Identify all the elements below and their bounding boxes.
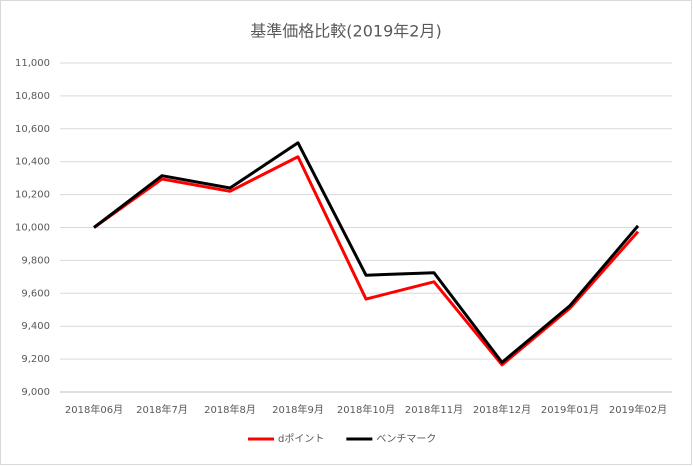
x-tick-label: 2018年11月 — [405, 403, 463, 416]
x-tick-label: 2018年7月 — [136, 403, 188, 416]
legend-label: dポイント — [278, 433, 324, 445]
x-tick-label: 2018年10月 — [337, 403, 395, 416]
y-tick-label: 9,600 — [21, 288, 50, 299]
x-tick-label: 2018年9月 — [272, 403, 324, 416]
x-tick-label: 2018年8月 — [204, 403, 256, 416]
x-tick-label: 2019年02月 — [609, 403, 667, 416]
y-tick-label: 9,800 — [21, 255, 50, 266]
y-tick-label: 9,000 — [21, 387, 50, 398]
legend-label: ベンチマーク — [376, 433, 436, 445]
y-tick-label: 10,000 — [15, 223, 50, 234]
y-tick-label: 9,200 — [21, 354, 50, 365]
chart-title: 基準価格比較(2019年2月) — [250, 22, 441, 41]
y-tick-label: 10,400 — [15, 157, 50, 168]
series-line — [93, 141, 640, 364]
y-tick-label: 9,400 — [21, 321, 50, 332]
y-tick-label: 10,200 — [15, 190, 50, 201]
x-tick-label: 2018年06月 — [65, 403, 123, 416]
y-tick-label: 11,000 — [15, 58, 50, 69]
series-line — [93, 155, 640, 367]
x-tick-label: 2019年01月 — [541, 403, 599, 416]
y-tick-label: 10,800 — [15, 91, 50, 102]
x-tick-label: 2018年12月 — [473, 403, 531, 416]
y-tick-label: 10,600 — [15, 124, 50, 135]
